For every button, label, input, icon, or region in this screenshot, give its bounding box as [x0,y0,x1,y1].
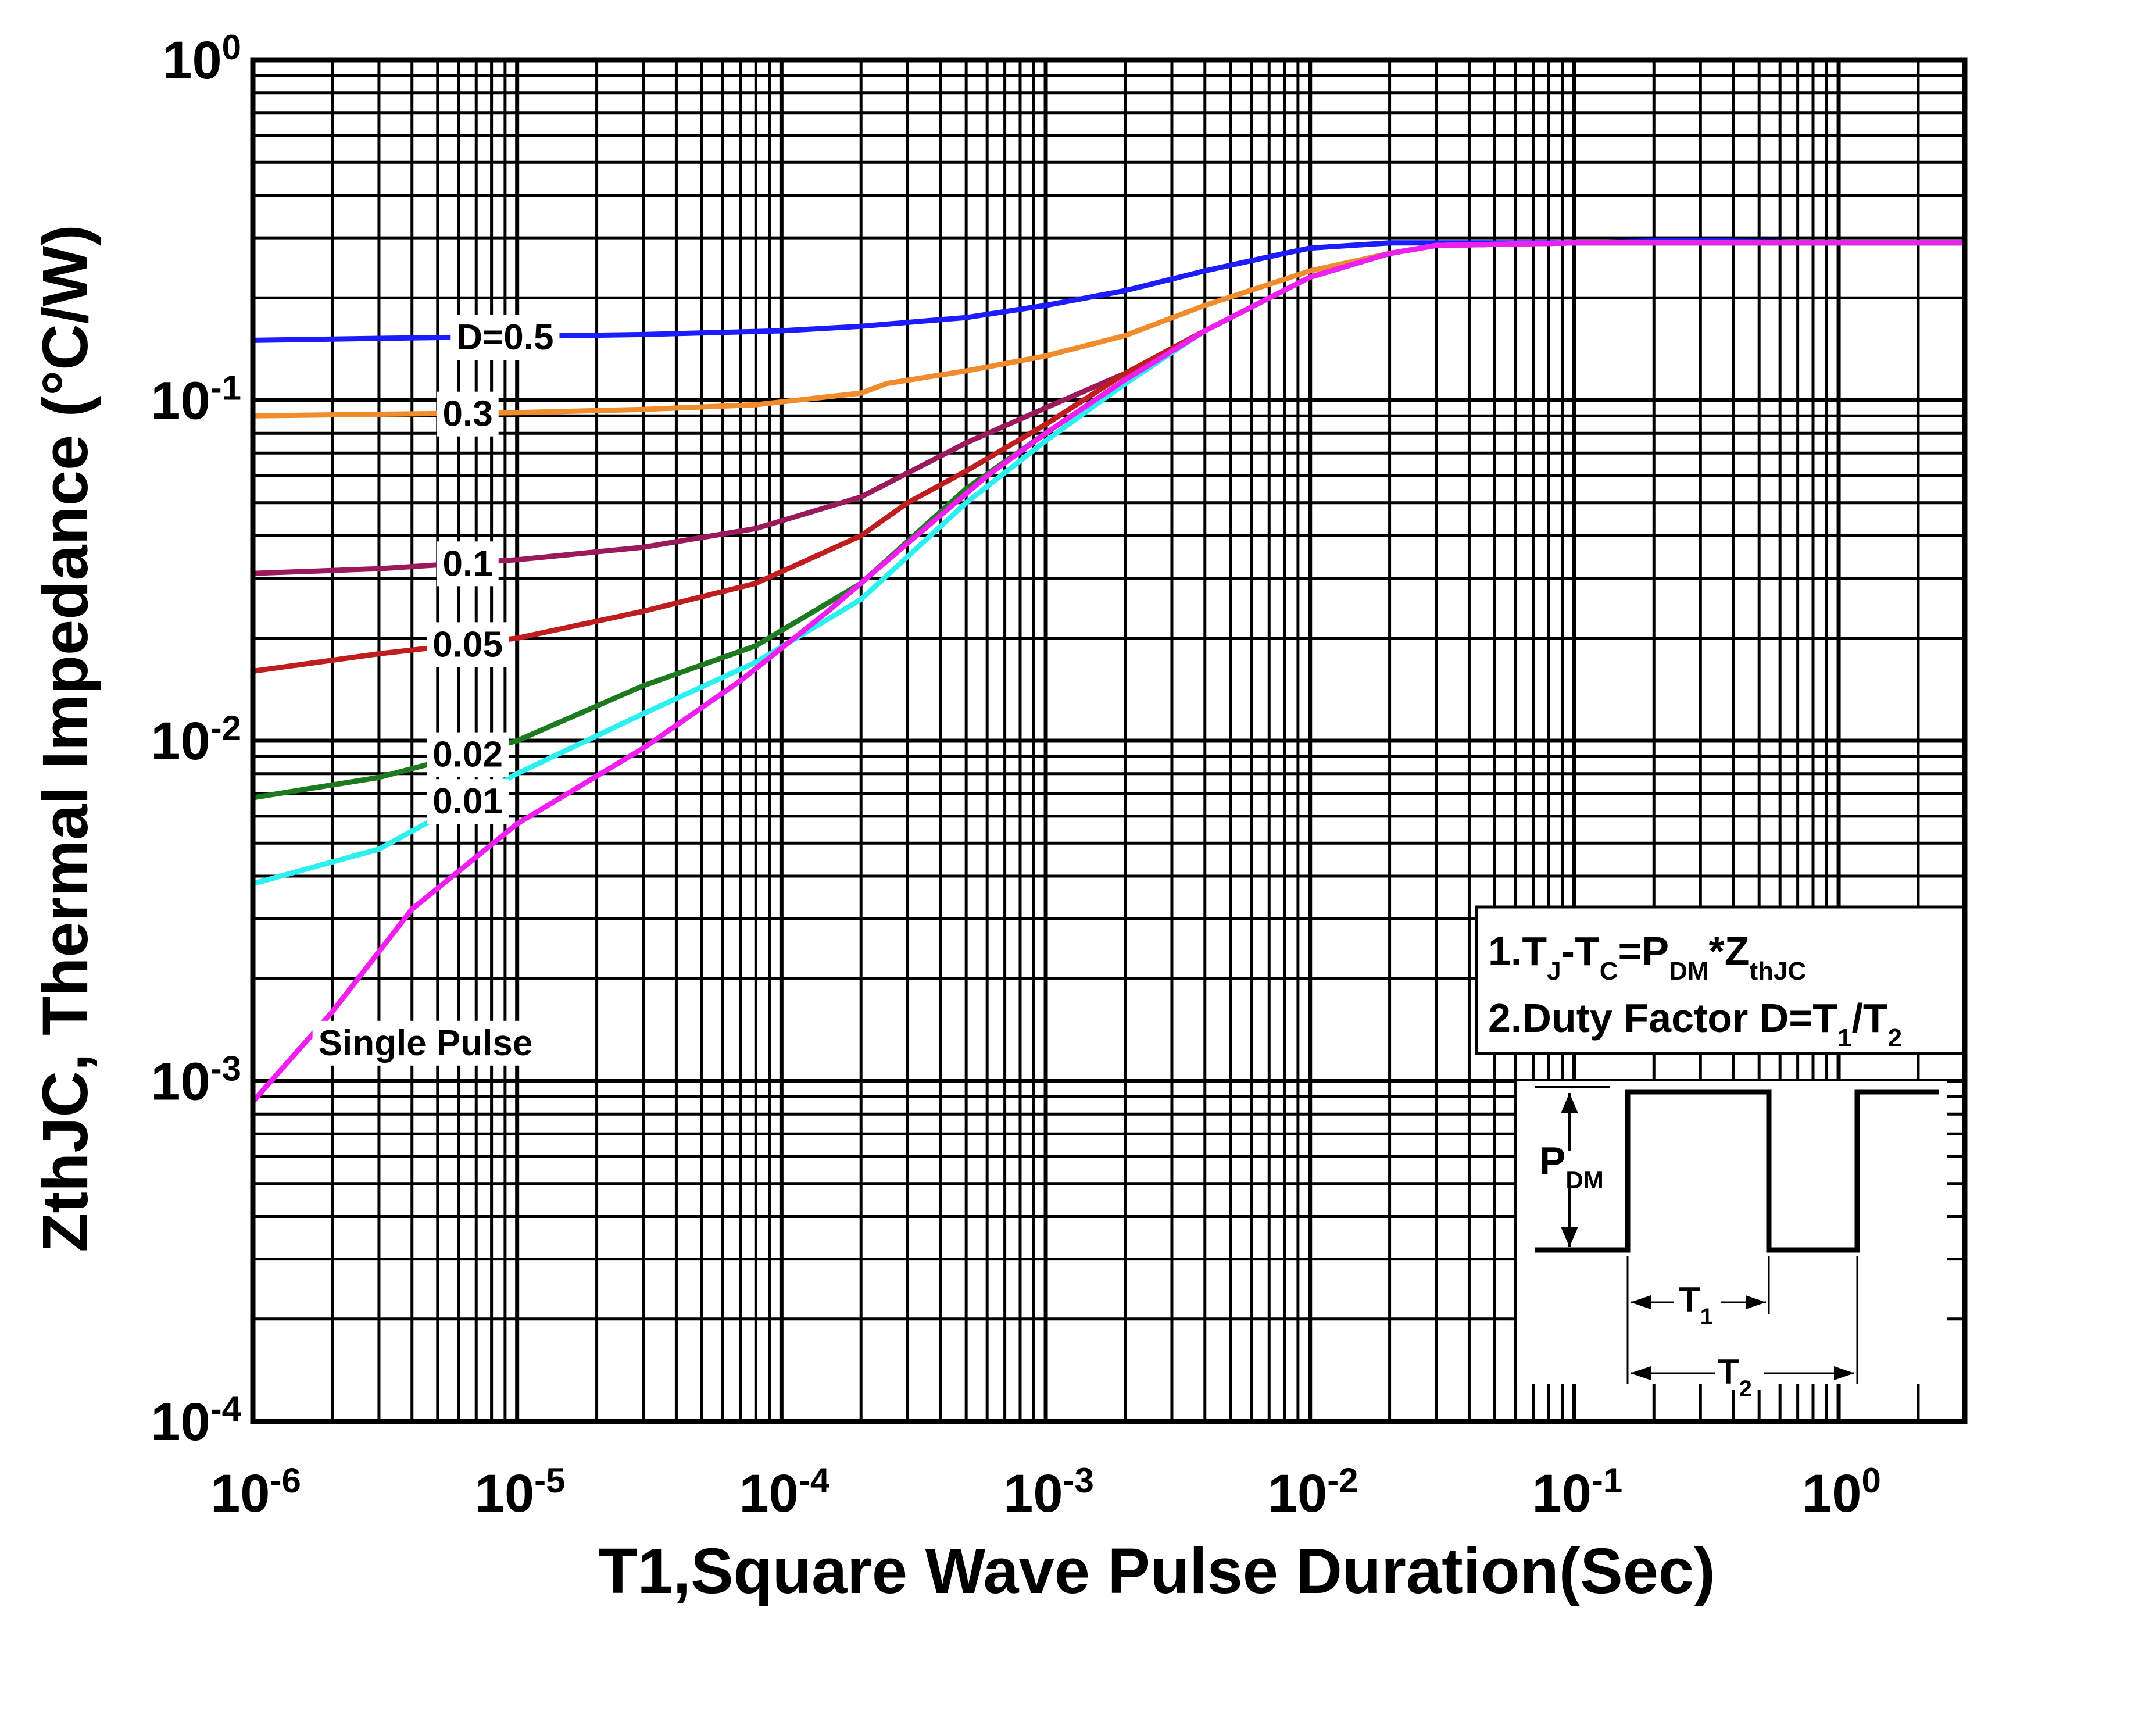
x-tick-label: 10-1 [1532,1461,1623,1524]
curve-label: 0.01 [432,781,503,821]
y-tick-label: 10-3 [151,1049,241,1112]
y-axis-ticks: 100 10-1 10-2 10-3 10-4 [151,28,241,1452]
y-axis-title: ZthJC, Thermal Impedance (°C/W) [30,224,101,1252]
curve-label: 0.1 [443,544,493,584]
curve-label-group: Single Pulse [312,1020,539,1066]
t2-label-bg [1715,1352,1764,1390]
curve-label: 0.3 [443,394,493,434]
x-tick-label: 10-2 [1268,1461,1358,1524]
x-axis-ticks: 10-6 10-5 10-4 10-3 10-2 10-1 100 [210,1461,1881,1524]
t1-label: T1 [1679,1280,1713,1330]
curve-label-background [427,779,509,824]
curve-label: D=0.5 [456,317,553,358]
note-formula: 1.TJ-TC=PDM*ZthJC [1488,928,1806,985]
y-tick-label: 10-4 [151,1389,241,1452]
x-tick-label: 10-4 [739,1461,830,1524]
pdm-label: PDM [1539,1139,1604,1194]
t2-arrowhead-right [1834,1366,1854,1380]
curve-label-group: 0.05 [427,622,509,667]
x-tick-label: 10-3 [1003,1461,1094,1524]
x-tick-label: 10-6 [210,1461,301,1524]
curve-label-background [312,1020,539,1066]
curve-label-background [437,391,499,437]
t2-arrowhead-left [1631,1366,1651,1380]
y-tick-label: 10-2 [151,709,241,771]
t2-label: T2 [1718,1352,1752,1402]
t1-arrowhead-right [1746,1295,1766,1309]
curve-label: Single Pulse [319,1023,533,1063]
x-axis-title: T1,Square Wave Pulse Duration(Sec) [598,1535,1715,1607]
curve-label-group: 0.01 [427,779,509,824]
pdm-arrowhead-down [1561,1227,1578,1247]
curve-label: 0.02 [432,735,503,775]
notes-box: 1.TJ-TC=PDM*ZthJC 2.Duty Factor D=T1/T2 [1475,905,1965,1055]
grid [251,58,1966,1424]
curve-label-group: 0.3 [437,391,499,437]
t1-arrowhead-left [1631,1295,1651,1309]
curve-label-background [427,732,509,777]
y-tick-label: 10-1 [151,368,241,431]
curve-label-group: D=0.5 [450,315,560,360]
pdm-arrowhead-up [1561,1093,1578,1113]
pulse-diagram-background [1517,1081,1947,1384]
x-tick-label: 100 [1802,1461,1881,1524]
curves [250,237,1968,1105]
y-tick-label: 100 [162,28,241,91]
notes-frame [1475,905,1965,1055]
curve-label-background [450,315,560,360]
t1-label-bg [1674,1280,1721,1319]
curve-label: 0.05 [432,624,503,665]
curve-label-group: 0.1 [437,541,499,587]
curve-label-group: 0.02 [427,732,509,777]
x-tick-label: 10-5 [475,1461,566,1524]
plot-frame [250,57,1968,1424]
note-duty-factor: 2.Duty Factor D=T1/T2 [1488,995,1902,1052]
curve-single-pulse [250,240,1968,1105]
pulse-diagram: PDM T1 T2 [1517,1081,1947,1402]
curve-label-background [427,622,509,667]
curve-label-background [437,541,499,587]
curve-labels: D=0.5 0.3 0.1 0.05 0.02 0.01 Single Pulse [312,315,560,1066]
pulse-waveform [1535,1089,1939,1253]
